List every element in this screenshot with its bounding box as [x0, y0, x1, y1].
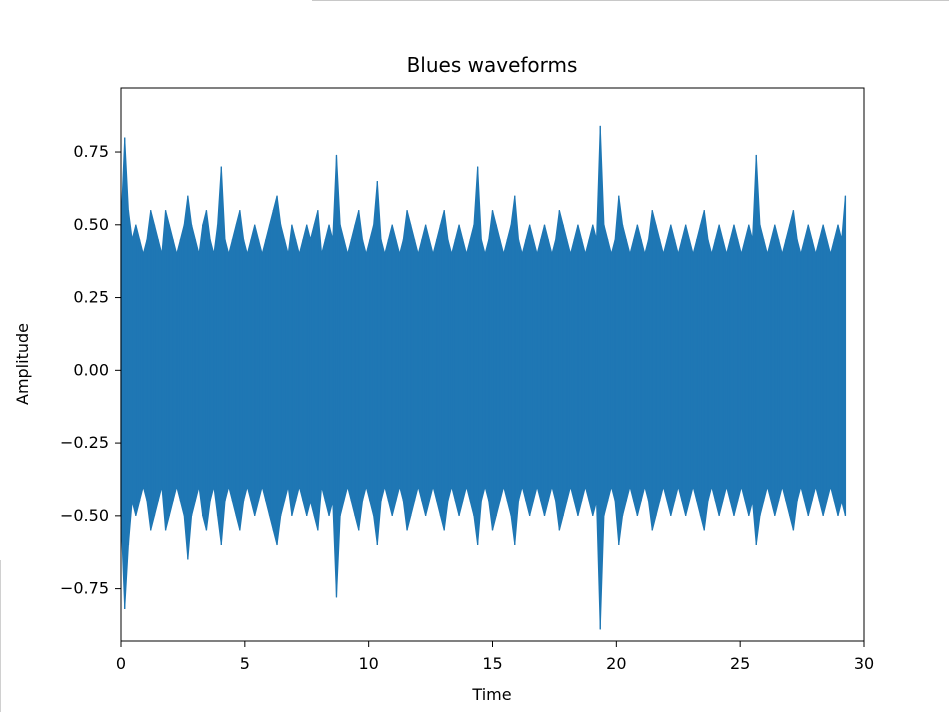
x-tick-label: 5: [240, 654, 250, 673]
y-tick-label: −0.75: [60, 579, 109, 598]
y-tick-label: 0.00: [73, 360, 109, 379]
top-border-strip: [312, 0, 949, 1]
y-tick-label: −0.25: [60, 433, 109, 452]
y-axis-label: Amplitude: [13, 323, 32, 405]
x-tick-label: 20: [606, 654, 626, 673]
y-tick-label: 0.50: [73, 215, 109, 234]
x-tick-label: 0: [116, 654, 126, 673]
plot-area: [120, 87, 865, 642]
y-tick-label: −0.50: [60, 506, 109, 525]
x-tick-label: 15: [482, 654, 502, 673]
y-axis-ticks: −0.75 −0.50 −0.25 0.00 0.25 0.50 0.75: [60, 142, 121, 598]
waveform-envelope: [120, 125, 846, 630]
y-tick-label: 0.75: [73, 142, 109, 161]
left-border-strip: [0, 560, 1, 712]
y-tick-label: 0.25: [73, 288, 109, 307]
x-tick-label: 10: [358, 654, 378, 673]
waveform-series: [120, 125, 847, 630]
x-tick-label: 25: [730, 654, 750, 673]
x-axis-ticks: 0 5 10 15 20 25 30: [116, 641, 874, 673]
chart-title: Blues waveforms: [407, 53, 578, 77]
x-axis-label: Time: [471, 685, 511, 704]
x-tick-label: 30: [854, 654, 874, 673]
